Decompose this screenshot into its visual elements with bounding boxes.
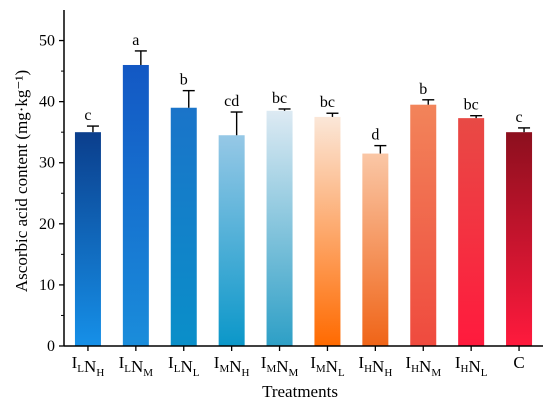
bar-IHNL [458,118,485,346]
error-bar-IHNL [470,114,483,119]
error-bar-ILNH [86,125,99,133]
y-tick-label: 20 [39,216,55,233]
bar-ILNM [122,64,149,347]
significance-label: c [515,109,522,126]
x-tick-label-IMNH: IMNH [214,353,250,379]
bars-layer [74,64,533,347]
significance-label: bc [320,94,335,111]
y-tick-label: 30 [39,155,55,172]
bar-IMNL [314,116,341,346]
error-bar-IHNM [422,99,435,105]
y-tick-labels: 0 10 20 30 40 50 [39,33,55,355]
error-bar-ILNM [134,50,147,65]
significance-label: b [419,81,427,98]
bar-ILNH [74,132,101,346]
error-bar-ILNL [182,89,195,108]
error-bar-C [518,127,531,133]
x-tick-label-IMNM: IMNM [261,353,299,379]
x-tick-label-IHNL: IHNL [455,353,488,379]
x-tick-label-IHNH: IHNH [358,353,392,379]
bar-C [506,132,533,346]
axes-layer [59,10,543,351]
bar-IHNM [410,104,437,346]
error-bar-IHNH [374,144,387,154]
significance-label: cd [224,93,239,110]
y-tick-label: 10 [39,277,55,294]
x-tick-label-ILNL: ILNL [168,353,200,379]
error-bar-IMNL [326,112,339,117]
y-axis-title: Ascorbic acid content (mg·kg⁻¹) [12,70,31,292]
bar-ILNL [170,107,197,346]
error-bars-layer [86,50,531,154]
bar-IMNM [266,110,293,346]
significance-label: b [180,72,188,89]
x-tick-label-IMNL: IMNL [310,353,345,379]
x-tick-label-ILNH: ILNH [72,353,105,379]
x-tick-label-C: C [513,353,524,372]
x-axis-title: Treatments [262,382,338,401]
significance-label: d [371,127,379,144]
y-tick-label: 50 [39,33,55,50]
y-tick-label: 0 [47,338,55,355]
significance-label: c [84,107,91,124]
x-tick-labels: ILNH ILNM ILNL IMNH IMNM IMNL IHNH IHNM IHNL C [72,353,525,379]
error-bar-IMNM [278,108,291,111]
error-bar-IMNH [230,111,243,136]
y-tick-label: 40 [39,94,55,111]
significance-label: bc [464,97,479,114]
bar-IHNH [362,153,389,346]
x-tick-label-IHNM: IHNM [405,353,441,379]
x-tick-label-ILNM: ILNM [119,353,154,379]
significance-label: a [132,32,139,49]
significance-label: bc [272,90,287,107]
bar-IMNH [218,135,245,346]
